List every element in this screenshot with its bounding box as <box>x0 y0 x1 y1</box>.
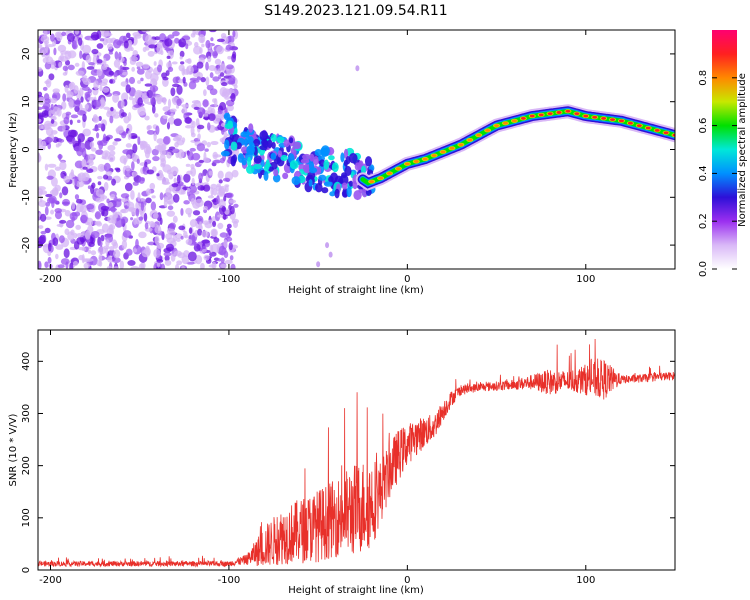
colorbar-label: Normalized spectral amplitude <box>737 73 748 227</box>
snr-x-tick-label: -100 <box>218 575 241 586</box>
snr-x-tick-label: 0 <box>404 575 410 586</box>
snr-y-tick-label: 100 <box>21 508 32 527</box>
snr-axes: -200 -100 0 100 0 100 200 300 400 <box>21 330 675 586</box>
spectrogram-x-tick-label: 0 <box>404 274 410 285</box>
snr-x-tick-label: 100 <box>576 575 595 586</box>
spectrogram-y-label: Frequency (Hz) <box>8 112 19 188</box>
colorbar-tick-label: 0.4 <box>698 165 709 181</box>
snr-y-tick-label: 0 <box>21 567 32 573</box>
spectrogram-y-tick-label: 20 <box>21 48 32 61</box>
snr-x-label: Height of straight line (km) <box>288 585 424 596</box>
signal-track <box>355 104 675 191</box>
snr-panel: -200 -100 0 100 0 100 200 300 400 Height of stra… <box>8 329 676 596</box>
spectrogram-y-tick-label: -10 <box>21 189 32 205</box>
colorbar-tick-label: 0.8 <box>698 70 709 86</box>
colorbar-tick-label: 0.2 <box>698 213 709 229</box>
snr-frame <box>37 329 676 571</box>
spectrogram-x-tick-label: 100 <box>576 274 595 285</box>
spectrogram-y-tick-label: -20 <box>21 237 32 253</box>
snr-y-tick-label: 300 <box>21 404 32 423</box>
colorbar: 0.0 0.2 0.4 0.6 0.8 Normalized spectral ampl… <box>698 30 748 277</box>
snr-x-tick-label: -200 <box>39 575 62 586</box>
colorbar-ticks: 0.0 0.2 0.4 0.6 0.8 <box>698 70 737 277</box>
noise-speckle <box>38 30 360 269</box>
spectrogram-y-tick-label: 0 <box>21 146 32 152</box>
snr-plot-area <box>38 339 675 568</box>
spectrogram-x-label: Height of straight line (km) <box>288 285 424 296</box>
spectrogram-x-tick-label: -200 <box>39 274 62 285</box>
colorbar-tick-label: 0.0 <box>698 261 709 277</box>
spectrogram-x-tick-label: -100 <box>218 274 241 285</box>
colorbar-tick-label: 0.6 <box>698 118 709 134</box>
snr-y-tick-label: 200 <box>21 456 32 475</box>
signal-onset-blobs <box>220 112 376 201</box>
snr-series-line <box>38 339 675 568</box>
spectrogram-y-tick-label: 10 <box>21 95 32 108</box>
snr-y-tick-label: 400 <box>21 352 32 371</box>
colorbar-gradient <box>712 30 737 269</box>
figure-title: S149.2023.121.09.54.R11 <box>264 3 447 19</box>
spectrogram-plot-area <box>38 30 675 269</box>
snr-y-label: SNR (10 * V/V) <box>8 413 19 486</box>
